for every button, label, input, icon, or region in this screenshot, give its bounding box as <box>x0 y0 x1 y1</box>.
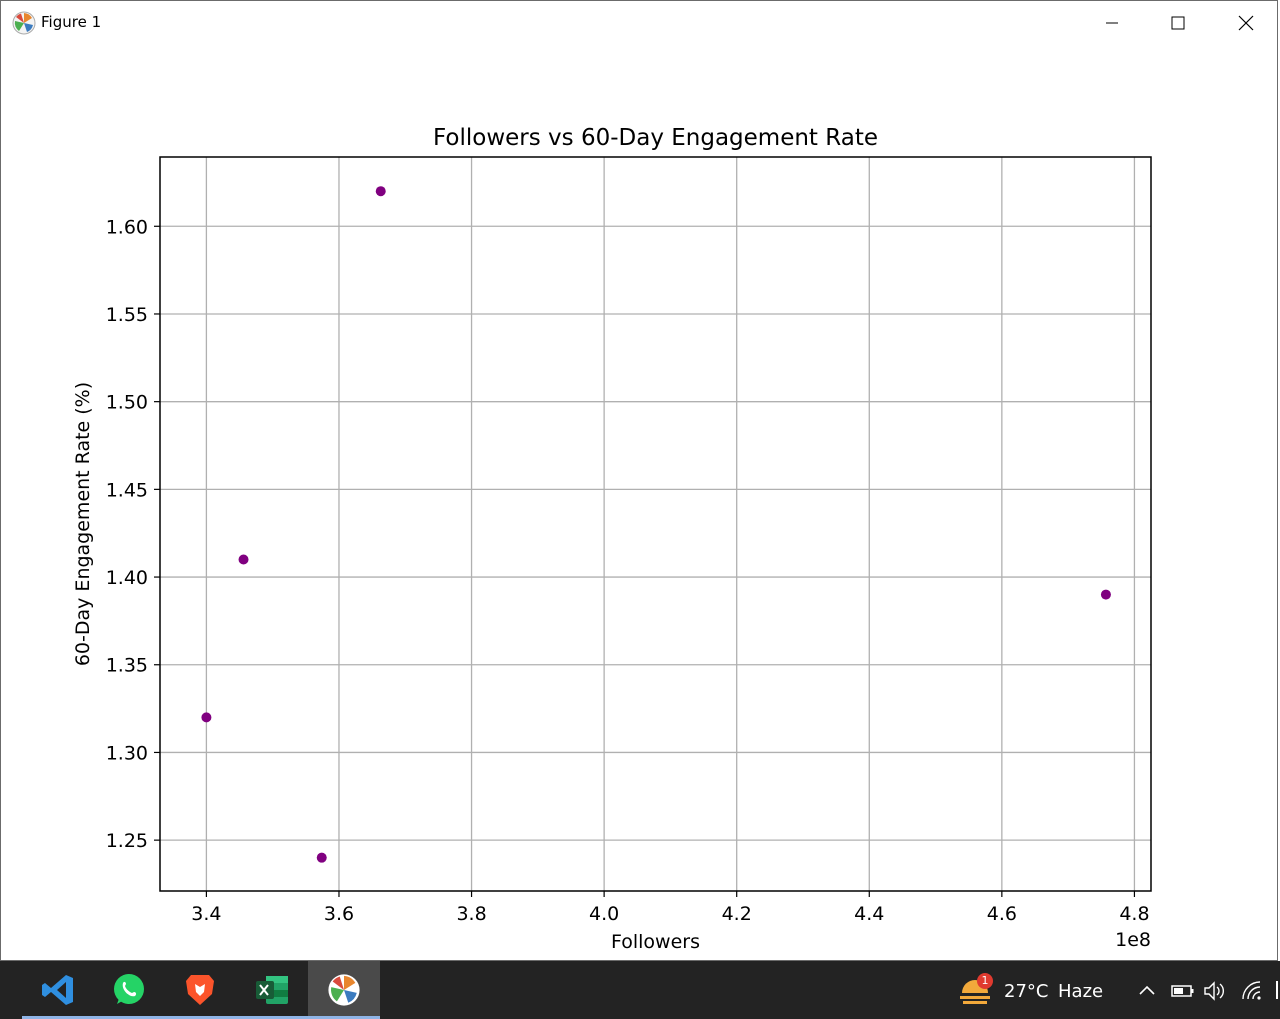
x-tick-label: 3.6 <box>324 903 354 925</box>
taskbar-matplotlib[interactable] <box>308 961 380 1019</box>
minimize-icon <box>1106 22 1118 24</box>
maximize-icon <box>1171 16 1185 30</box>
y-tick-label: 1.55 <box>106 304 148 326</box>
x-tick-label: 4.6 <box>987 903 1017 925</box>
y-tick-label: 1.60 <box>106 216 148 238</box>
x-tick-label: 3.8 <box>456 903 486 925</box>
x-tick-label: 4.2 <box>722 903 752 925</box>
taskbar: 1 27°C Haze <box>0 961 1280 1019</box>
data-points <box>201 186 1111 863</box>
taskbar-vscode[interactable] <box>22 961 94 1019</box>
y-tick-label: 1.30 <box>106 742 148 764</box>
figure-window: Figure 1 3.4 3.6 3.8 4.0 4.2 4.4 4.6 4.8 1.25 1.3… <box>0 0 1278 961</box>
x-axis-label: Followers <box>611 931 700 953</box>
y-tick-label: 1.40 <box>106 567 148 589</box>
data-point <box>238 554 249 565</box>
y-tick-label: 1.45 <box>106 479 148 501</box>
x-tick-label: 4.0 <box>589 903 619 925</box>
y-tick-label: 1.25 <box>106 830 148 852</box>
grid <box>160 157 1151 891</box>
volume-icon[interactable] <box>1203 980 1229 1002</box>
weather-temp: 27°C <box>1004 981 1049 1002</box>
title-bar[interactable]: Figure 1 <box>1 1 1277 45</box>
y-axis-label: 60-Day Engagement Rate (%) <box>72 382 94 666</box>
data-point <box>1100 589 1111 600</box>
battery-icon[interactable] <box>1170 981 1196 1001</box>
data-point <box>201 712 212 723</box>
matplotlib-logo-icon <box>12 11 36 35</box>
scatter-chart: 3.4 3.6 3.8 4.0 4.2 4.4 4.6 4.8 1.25 1.30 1.35 1.40… <box>72 125 1152 953</box>
minimize-button[interactable] <box>1089 1 1135 45</box>
weather-widget[interactable]: 1 27°C Haze <box>955 961 1115 1019</box>
chevron-up-icon[interactable] <box>1137 981 1157 1001</box>
x-tick-label: 4.8 <box>1119 903 1149 925</box>
wifi-icon[interactable] <box>1240 980 1264 1002</box>
whatsapp-icon <box>114 974 144 1004</box>
excel-icon <box>256 976 288 1004</box>
maximize-button[interactable] <box>1155 1 1201 45</box>
data-point <box>375 186 386 197</box>
y-tick-label: 1.35 <box>106 655 148 677</box>
window-title: Figure 1 <box>41 13 102 31</box>
brave-icon <box>186 975 214 1005</box>
notification-badge: 1 <box>977 973 993 989</box>
x-tick-label: 3.4 <box>191 903 221 925</box>
vscode-icon <box>42 975 73 1005</box>
taskbar-brave[interactable] <box>164 961 236 1019</box>
tray-edge <box>1276 981 1278 999</box>
data-point <box>316 852 327 863</box>
x-axis-offset-label: 1e8 <box>1115 929 1151 951</box>
weather-condition: Haze <box>1058 981 1104 1002</box>
chart-title: Followers vs 60-Day Engagement Rate <box>433 125 878 151</box>
taskbar-whatsapp[interactable] <box>93 961 165 1019</box>
taskbar-excel[interactable] <box>236 961 308 1019</box>
close-button[interactable] <box>1223 1 1269 45</box>
close-icon <box>1238 15 1254 31</box>
axes-frame <box>159 156 1152 892</box>
x-tick-label: 4.4 <box>854 903 884 925</box>
matplotlib-figure-icon <box>328 974 360 1006</box>
y-tick-label: 1.50 <box>106 392 148 414</box>
ticks: 3.4 3.6 3.8 4.0 4.2 4.4 4.6 4.8 1.25 1.30 1.35 1.40… <box>106 216 1150 925</box>
